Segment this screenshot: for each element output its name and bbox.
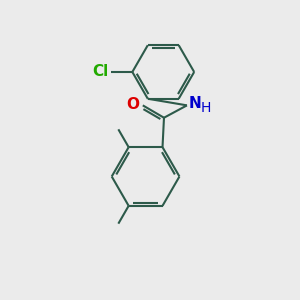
Text: Cl: Cl <box>92 64 109 79</box>
Text: N: N <box>188 96 201 111</box>
Text: O: O <box>126 97 139 112</box>
Text: H: H <box>200 101 211 115</box>
